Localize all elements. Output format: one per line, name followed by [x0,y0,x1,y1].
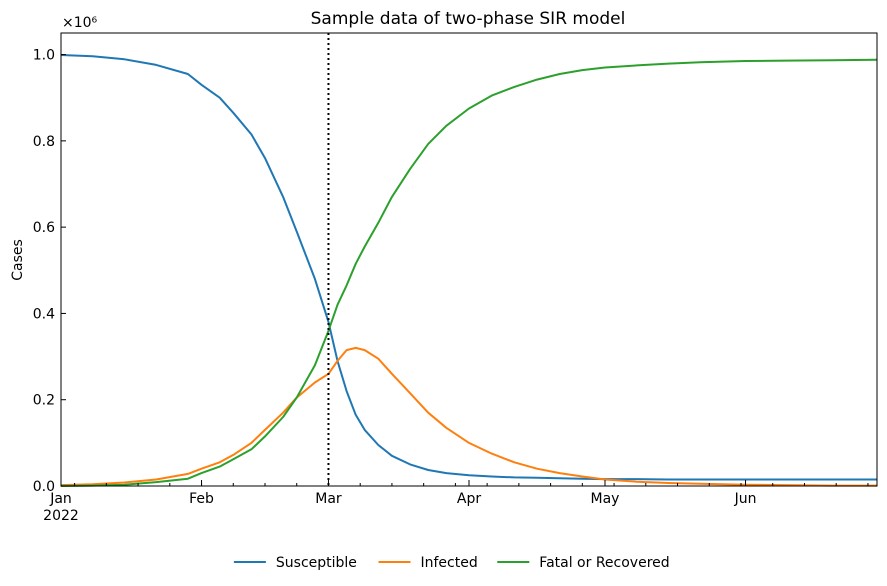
y-tick-label: 0.0 [33,479,55,495]
x-tick-label: Jun [734,491,757,507]
y-tick-label: 0.8 [33,134,55,150]
y-tick-label: 0.4 [33,306,55,322]
legend-label: Fatal or Recovered [539,555,669,571]
legend: Susceptible Infected Fatal or Recovered [233,555,670,571]
x-tick-label: Jan [49,491,72,507]
x-tick-label: Feb [189,491,214,507]
x-tick-year-label: 2022 [43,508,79,524]
y-tick-label: 0.2 [33,393,55,409]
y-scale-label: ×10⁶ [62,15,98,31]
y-tick-label: 1.0 [33,48,55,64]
chart-title: Sample data of two-phase SIR model [311,9,626,29]
y-tick-label: 0.6 [33,220,55,236]
y-axis-title: Cases [10,239,26,281]
x-tick-label: Apr [457,491,481,507]
series-line-infected [60,346,877,487]
series-line-susceptible [60,54,877,481]
series-line-fatal-or-recovered [60,58,878,487]
plot-frame [60,32,878,487]
x-tick-label: May [591,491,620,507]
legend-label: Susceptible [276,555,357,571]
x-tick-label: Mar [315,491,342,507]
legend-label: Infected [421,555,478,571]
